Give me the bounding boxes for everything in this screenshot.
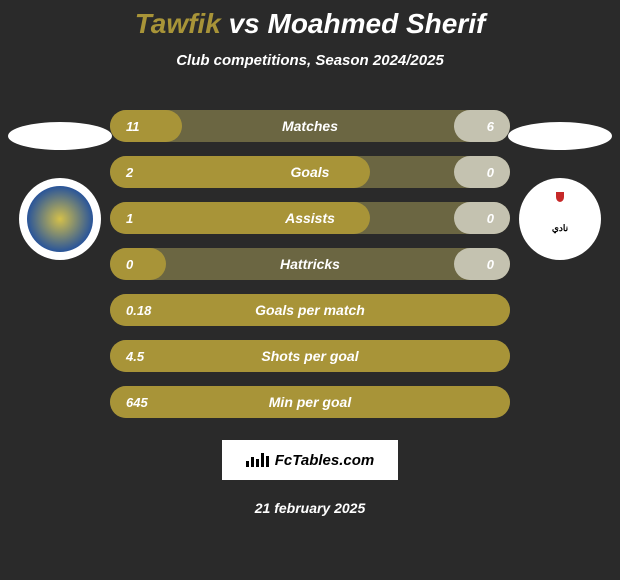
club-badge-right-text: نادي <box>552 223 568 234</box>
stat-row: 0.18Goals per match <box>110 294 510 326</box>
right-side: نادي <box>500 122 620 260</box>
club-badge-right-inner: نادي <box>530 182 590 256</box>
stat-label: Goals <box>110 164 510 180</box>
vs-text: vs <box>229 8 260 39</box>
left-ellipse <box>8 122 112 150</box>
subtitle: Club competitions, Season 2024/2025 <box>0 52 620 69</box>
stat-label: Assists <box>110 210 510 226</box>
stat-row: 645Min per goal <box>110 386 510 418</box>
club-badge-right: نادي <box>519 178 601 260</box>
right-ellipse <box>508 122 612 150</box>
stat-rows: 116Matches 20Goals 10Assists 00Hattricks 0.1… <box>110 110 510 418</box>
brand-logo: FcTables.com <box>222 440 398 480</box>
stat-label: Goals per match <box>110 302 510 318</box>
stat-row: 00Hattricks <box>110 248 510 280</box>
stat-label: Min per goal <box>110 394 510 410</box>
club-badge-left-inner <box>27 186 93 252</box>
left-side <box>0 122 120 260</box>
stat-label: Matches <box>110 118 510 134</box>
player1-name: Tawfik <box>135 8 221 39</box>
comparison-title: Tawfik vs Moahmed Sherif <box>0 0 620 40</box>
club-badge-left <box>19 178 101 260</box>
date-text: 21 february 2025 <box>0 500 620 516</box>
stat-label: Shots per goal <box>110 348 510 364</box>
chart-icon <box>246 453 269 467</box>
stat-row: 116Matches <box>110 110 510 142</box>
player2-name: Moahmed Sherif <box>268 8 486 39</box>
stat-row: 4.5Shots per goal <box>110 340 510 372</box>
stat-row: 10Assists <box>110 202 510 234</box>
brand-text: FcTables.com <box>275 452 374 469</box>
stat-row: 20Goals <box>110 156 510 188</box>
stat-label: Hattricks <box>110 256 510 272</box>
